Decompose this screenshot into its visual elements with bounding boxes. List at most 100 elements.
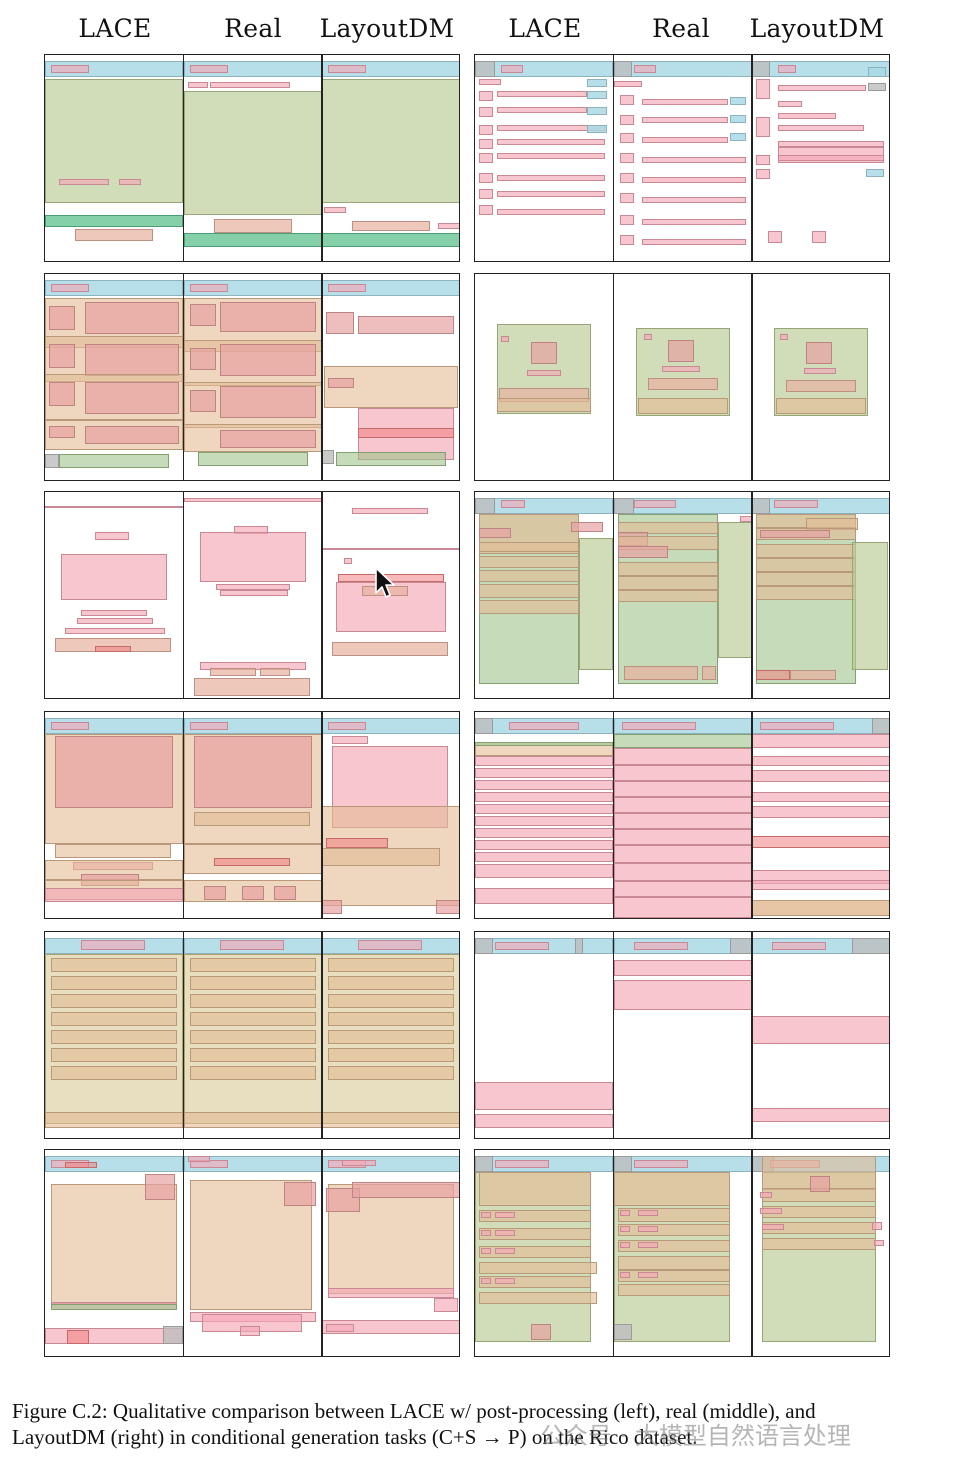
column-divider xyxy=(321,1150,323,1356)
text-box xyxy=(189,65,228,73)
image-box xyxy=(717,522,752,658)
toolbar-box xyxy=(729,115,746,123)
text-box xyxy=(495,1278,515,1284)
text-button-box xyxy=(352,221,430,231)
text-box xyxy=(760,1192,772,1198)
right-row-6-panel xyxy=(474,1149,890,1357)
left-row-1-real-layout xyxy=(183,55,323,261)
right-row-3-real-layout xyxy=(613,492,753,698)
web-view-box xyxy=(85,426,179,444)
text-box xyxy=(619,115,634,125)
text-box xyxy=(495,1212,515,1218)
icon-box xyxy=(475,938,493,954)
text-box xyxy=(739,516,752,522)
text-box xyxy=(774,500,818,508)
text-box xyxy=(434,1298,458,1312)
icon-box xyxy=(45,454,59,468)
text-box xyxy=(778,101,802,107)
icon-box xyxy=(475,61,495,77)
text-box xyxy=(613,980,752,1010)
web-view-box xyxy=(479,528,511,538)
text-box xyxy=(752,880,889,890)
list-item-box xyxy=(479,1292,597,1304)
left-column-header-3: LayoutDM xyxy=(319,14,455,43)
text-box xyxy=(874,1240,884,1246)
text-button-box xyxy=(75,229,153,241)
background-image-box xyxy=(59,454,169,468)
list-item-box xyxy=(328,994,454,1008)
background-image-box xyxy=(197,452,308,466)
left-row-5-layoutdm-layout xyxy=(322,932,459,1138)
list-item-box xyxy=(322,848,440,866)
list-item-box xyxy=(617,1256,730,1270)
toolbar-box xyxy=(587,107,607,115)
caption-line-2: LayoutDM (right) in conditional generati… xyxy=(12,1425,698,1449)
text-box xyxy=(619,1272,630,1278)
text-box xyxy=(322,1320,459,1334)
text-box xyxy=(497,209,605,215)
text-box xyxy=(358,940,422,950)
list-item-box xyxy=(497,398,591,412)
web-view-box xyxy=(189,348,216,370)
button-box xyxy=(45,215,183,227)
text-box xyxy=(326,1324,354,1332)
text-box xyxy=(619,235,634,245)
left-row-6-panel xyxy=(44,1149,460,1357)
text-box xyxy=(501,65,523,73)
list-item-box xyxy=(752,900,889,916)
list-item-box xyxy=(756,586,856,600)
text-box xyxy=(637,1272,658,1278)
text-box xyxy=(475,816,613,826)
list-item-box xyxy=(479,600,579,614)
list-item-box xyxy=(51,976,177,990)
text-box xyxy=(613,81,642,87)
text-box xyxy=(619,95,634,105)
toolbar-box xyxy=(866,169,884,177)
toolbar-box xyxy=(729,97,746,105)
text-box xyxy=(641,99,728,105)
web-view-box xyxy=(760,530,830,538)
web-view-box xyxy=(571,522,603,532)
web-view-box xyxy=(49,344,75,368)
list-item-box xyxy=(51,1012,177,1026)
list-item-box xyxy=(328,1012,454,1026)
left-column-header-1: LACE xyxy=(78,14,152,43)
text-box xyxy=(752,734,889,748)
icon-box xyxy=(475,718,493,734)
text-box xyxy=(633,942,688,950)
column-divider xyxy=(321,55,323,261)
left-row-5-panel xyxy=(44,931,460,1139)
text-box xyxy=(344,558,352,564)
list-item-box xyxy=(189,1066,316,1080)
list-item-box xyxy=(183,1112,322,1128)
column-divider xyxy=(321,492,323,698)
text-box xyxy=(61,554,167,600)
right-column-header-1: LACE xyxy=(508,14,582,43)
list-item-box xyxy=(51,1066,177,1080)
text-box xyxy=(324,207,346,213)
right-row-2-real-layout xyxy=(614,274,753,480)
input-box xyxy=(756,670,790,680)
toolbar-box xyxy=(475,498,613,514)
text-box xyxy=(661,366,700,372)
text-box xyxy=(495,1248,515,1254)
text-box xyxy=(778,141,884,147)
text-button-box xyxy=(259,668,290,676)
text-box xyxy=(613,862,752,864)
image-box xyxy=(579,538,613,670)
text-box xyxy=(95,532,129,540)
text-box xyxy=(479,153,493,163)
left-row-2-lace-layout xyxy=(45,274,184,480)
text-box xyxy=(479,107,493,117)
web-view-box xyxy=(203,886,226,900)
text-box xyxy=(613,896,752,898)
text-box xyxy=(619,173,634,183)
list-item-box xyxy=(189,1030,316,1044)
right-row-5-real-layout xyxy=(613,932,753,1138)
list-item-box xyxy=(51,1048,177,1062)
text-box xyxy=(756,155,770,165)
text-box xyxy=(189,284,228,292)
web-view-box xyxy=(326,312,354,334)
right-row-2-layoutdm-layout xyxy=(752,274,889,480)
web-view-box xyxy=(667,340,694,362)
